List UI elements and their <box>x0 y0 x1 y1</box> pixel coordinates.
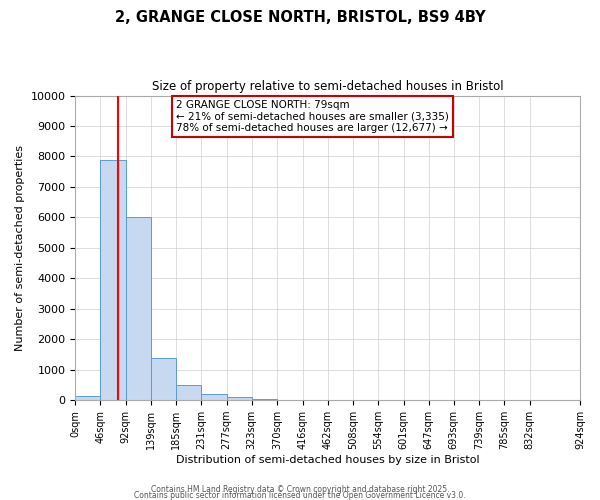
Y-axis label: Number of semi-detached properties: Number of semi-detached properties <box>15 145 25 351</box>
Bar <box>75 396 100 400</box>
X-axis label: Distribution of semi-detached houses by size in Bristol: Distribution of semi-detached houses by … <box>176 455 479 465</box>
Bar <box>125 218 151 400</box>
Bar <box>176 385 202 400</box>
Text: Contains public sector information licensed under the Open Government Licence v3: Contains public sector information licen… <box>134 490 466 500</box>
Text: 2, GRANGE CLOSE NORTH, BRISTOL, BS9 4BY: 2, GRANGE CLOSE NORTH, BRISTOL, BS9 4BY <box>115 10 485 25</box>
Bar <box>202 394 227 400</box>
Bar <box>227 397 252 400</box>
Text: 2 GRANGE CLOSE NORTH: 79sqm
← 21% of semi-detached houses are smaller (3,335)
78: 2 GRANGE CLOSE NORTH: 79sqm ← 21% of sem… <box>176 100 449 134</box>
Bar <box>100 160 125 400</box>
Title: Size of property relative to semi-detached houses in Bristol: Size of property relative to semi-detach… <box>152 80 503 93</box>
Bar <box>151 358 176 400</box>
Text: Contains HM Land Registry data © Crown copyright and database right 2025.: Contains HM Land Registry data © Crown c… <box>151 484 449 494</box>
